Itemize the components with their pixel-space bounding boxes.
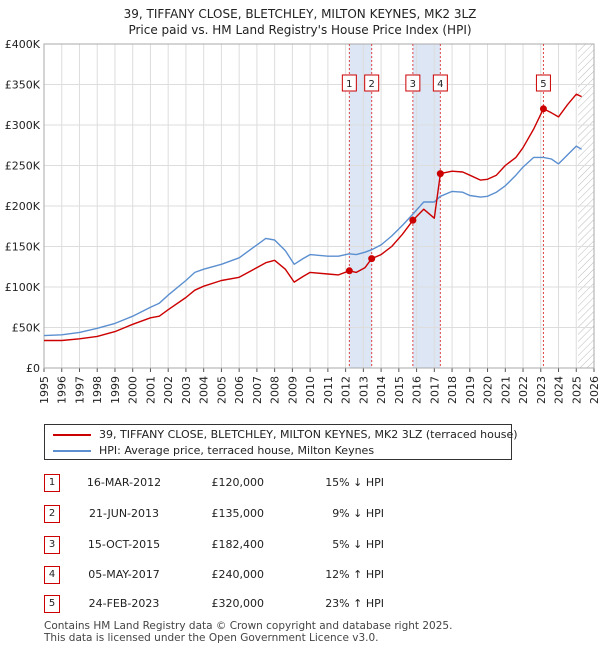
transaction-price: £120,000 xyxy=(211,476,265,489)
property-price-line xyxy=(44,93,582,342)
legend: 39, TIFFANY CLOSE, BLETCHLEY, MILTON KEY… xyxy=(44,424,518,460)
x-tick-label: 2006 xyxy=(233,376,246,404)
sale-label-box: 3 xyxy=(405,74,421,92)
footer: Contains HM Land Registry data © Crown c… xyxy=(44,620,452,644)
sale-point xyxy=(345,267,353,275)
sale-label-number: 5 xyxy=(540,79,546,90)
x-tick-label: 2005 xyxy=(215,376,228,404)
x-tick-label: 2011 xyxy=(322,376,335,404)
y-tick-label: £400K xyxy=(5,38,41,51)
sale-label-number: 3 xyxy=(410,79,416,90)
x-tick-label: 1997 xyxy=(73,376,86,404)
sale-point xyxy=(368,255,376,263)
x-tick-label: 2003 xyxy=(180,376,193,404)
legend-swatch-hpi xyxy=(53,450,91,452)
x-tick-label: 1995 xyxy=(38,376,51,404)
hpi-line xyxy=(43,145,582,337)
sale-label-box: 4 xyxy=(432,74,448,92)
sale-label-border xyxy=(432,74,448,92)
transaction-price: £240,000 xyxy=(211,568,265,581)
transaction-number: 1 xyxy=(44,474,60,492)
transaction-number: 2 xyxy=(44,505,60,523)
x-tick-label: 2002 xyxy=(162,376,175,404)
y-tick-label: £50K xyxy=(12,322,41,335)
x-tick-label: 2020 xyxy=(482,376,495,404)
x-tick-label: 2017 xyxy=(428,376,441,404)
x-tick-label: 2001 xyxy=(144,376,157,404)
x-tick-label: 2022 xyxy=(517,376,530,404)
transaction-hpi-diff: 5% ↓ HPI xyxy=(332,538,384,551)
footer-copyright: Contains HM Land Registry data © Crown c… xyxy=(44,620,453,632)
x-tick-label: 2013 xyxy=(357,376,370,404)
sale-label-border xyxy=(535,74,551,92)
x-tick-label: 2014 xyxy=(375,376,388,404)
x-tick-label: 2009 xyxy=(286,376,299,404)
x-tick-label: 2016 xyxy=(411,376,424,404)
transaction-hpi-diff: 15% ↓ HPI xyxy=(325,476,384,489)
x-tick-label: 2015 xyxy=(393,376,406,404)
plot-frame xyxy=(43,43,595,369)
x-tick-label: 2024 xyxy=(553,376,566,404)
x-tick-label: 2026 xyxy=(588,376,600,404)
x-tick-label: 2019 xyxy=(464,376,477,404)
transaction-date: 15-OCT-2015 xyxy=(87,538,161,551)
title-line-1: 39, TIFFANY CLOSE, BLETCHLEY, MILTON KEY… xyxy=(123,7,477,21)
transaction-price: £182,400 xyxy=(211,538,265,551)
y-tick-label: £0 xyxy=(26,362,40,375)
y-tick-label: £100K xyxy=(5,281,41,294)
sale-point xyxy=(539,105,547,113)
footer-licence: This data is licensed under the Open Gov… xyxy=(44,632,379,644)
x-tick-label: 1999 xyxy=(109,376,122,404)
transaction-date: 24-FEB-2023 xyxy=(88,597,160,610)
sale-label-number: 4 xyxy=(437,79,443,90)
transaction-date: 16-MAR-2012 xyxy=(86,476,162,489)
x-tick-label: 1998 xyxy=(91,376,104,404)
y-tick-label: £350K xyxy=(5,79,41,92)
price-chart: £0 £50K £100K £150K £200K £250K £300K £350K £400… xyxy=(5,38,600,404)
x-tick-label: 2010 xyxy=(304,376,317,404)
x-tick-label: 2007 xyxy=(251,376,264,404)
transaction-price: £135,000 xyxy=(211,507,265,520)
sale-label-border xyxy=(341,74,357,92)
transaction-number: 4 xyxy=(44,566,60,584)
y-tick-label: £150K xyxy=(5,241,41,254)
sale-label-box: 1 xyxy=(341,74,357,92)
sale-label-border xyxy=(364,74,380,92)
transaction-price: £320,000 xyxy=(211,597,265,610)
transaction-hpi-diff: 9% ↓ HPI xyxy=(332,507,384,520)
sale-label-box: 2 xyxy=(364,74,380,92)
legend-swatch-property xyxy=(53,434,91,436)
y-tick-label: £200K xyxy=(5,200,41,213)
x-tick-label: 2018 xyxy=(446,376,459,404)
legend-label-hpi: HPI: Average price, terraced house, Milt… xyxy=(99,444,375,457)
sale-label-border xyxy=(405,74,421,92)
transaction-hpi-diff: 12% ↑ HPI xyxy=(325,568,384,581)
sale-label-box: 5 xyxy=(535,74,551,92)
sale-point xyxy=(436,170,444,178)
title-line-2: Price paid vs. HM Land Registry's House … xyxy=(128,23,472,37)
transaction-number: 5 xyxy=(44,595,60,613)
sale-label-number: 1 xyxy=(346,79,352,90)
y-tick-label: £250K xyxy=(5,160,41,173)
x-tick-label: 2021 xyxy=(499,376,512,404)
x-tick-label: 2004 xyxy=(198,376,211,404)
x-tick-label: 1996 xyxy=(56,376,69,404)
sale-label-number: 2 xyxy=(369,79,375,90)
legend-label-property: 39, TIFFANY CLOSE, BLETCHLEY, MILTON KEY… xyxy=(99,428,518,441)
transaction-hpi-diff: 23% ↑ HPI xyxy=(325,597,384,610)
y-tick-label: £300K xyxy=(5,119,41,132)
x-tick-label: 2000 xyxy=(127,376,140,404)
chart-title: 39, TIFFANY CLOSE, BLETCHLEY, MILTON KEY… xyxy=(0,6,600,38)
transaction-date: 05-MAY-2017 xyxy=(88,568,160,581)
x-tick-label: 2008 xyxy=(269,376,282,404)
x-tick-label: 2012 xyxy=(340,376,353,404)
x-tick-label: 2023 xyxy=(535,376,548,404)
transaction-number: 3 xyxy=(44,536,60,554)
sale-point xyxy=(409,216,417,224)
transaction-date: 21-JUN-2013 xyxy=(88,507,160,520)
x-tick-label: 2025 xyxy=(570,376,583,404)
